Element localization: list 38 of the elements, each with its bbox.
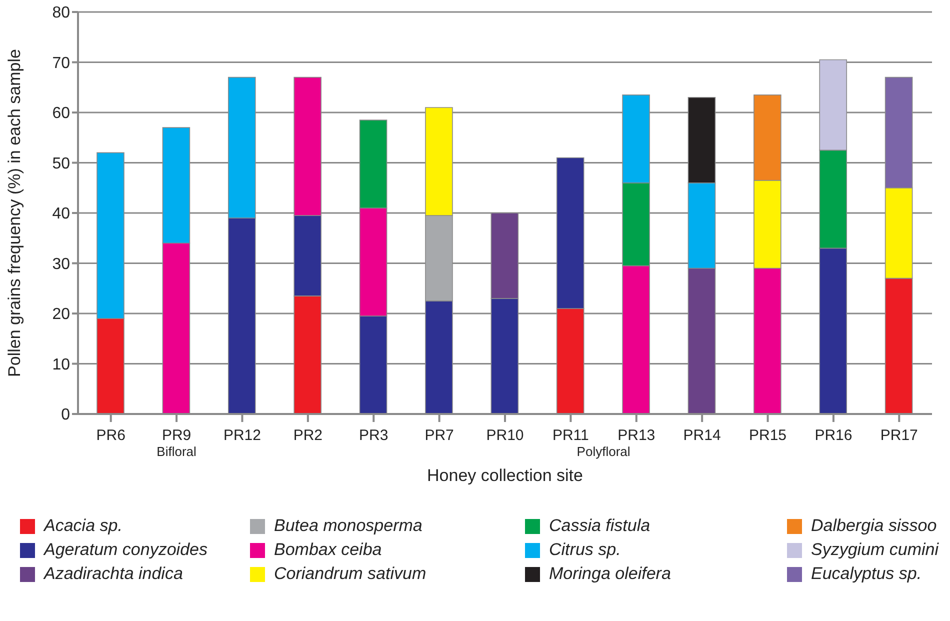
y-tick-label: 50 — [52, 155, 70, 172]
x-tick-label: PR12 — [223, 427, 261, 444]
x-tick-label: PR13 — [618, 427, 656, 444]
text: Polyfloral — [576, 444, 632, 459]
legend-label: Azadirachta indica — [44, 564, 183, 584]
y-tick-label: 0 — [61, 406, 70, 424]
y-tick-label: 20 — [52, 306, 70, 324]
text: Bifloral — [156, 444, 198, 459]
y-tick-label: 70 — [52, 54, 70, 72]
legend-label: Acacia sp. — [44, 516, 122, 536]
x-tick-label: PR11 — [552, 427, 589, 444]
x-axis-title: Honey collection site — [427, 466, 583, 485]
legend-label: Dalbergia sissoo — [811, 516, 937, 536]
legend-label: Ageratum conyzoides — [44, 540, 208, 560]
legend-label: Eucalyptus sp. — [811, 564, 922, 584]
y-tick-label: 40 — [52, 206, 70, 223]
legend-label: Bombax ceiba — [274, 540, 382, 560]
legend-label: Butea monosperma — [274, 516, 422, 536]
y-axis-title: Pollen grains frequency (%) in each sample — [5, 49, 24, 377]
legend-label: Cassia fistula — [549, 516, 650, 536]
y-tick-label: 10 — [52, 356, 70, 374]
x-tick-label: PR17 — [880, 427, 918, 444]
y-tick-label: 80 — [52, 4, 70, 22]
y-tick-label: 30 — [52, 256, 70, 273]
legend-label: Citrus sp. — [549, 540, 621, 560]
x-tick-label: PR6 — [96, 427, 126, 444]
x-tick-label: PR14 — [683, 427, 721, 444]
legend-label: Syzygium cumini — [811, 540, 939, 560]
x-tick-label: PR7 — [424, 427, 454, 444]
x-tick-label: PR9 — [162, 427, 192, 444]
x-tick-label: PR15 — [749, 427, 787, 444]
x-tick-label: PR2 — [293, 427, 323, 444]
x-tick-label: PR3 — [359, 427, 388, 444]
x-tick-label: PR16 — [814, 427, 852, 444]
legend-label: Coriandrum sativum — [274, 564, 426, 584]
legend-label: Moringa oleifera — [549, 564, 671, 584]
y-tick-label: 60 — [52, 105, 70, 122]
x-tick-label: PR10 — [486, 427, 524, 444]
